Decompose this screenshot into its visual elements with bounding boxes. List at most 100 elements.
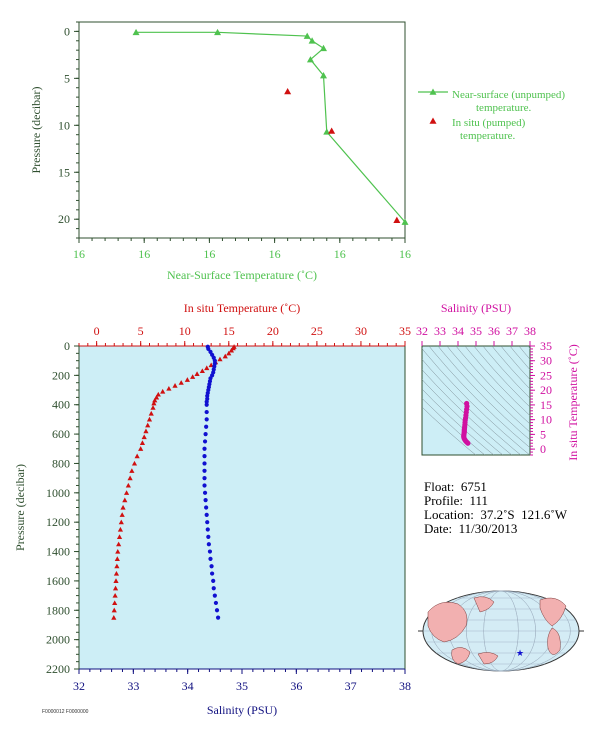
salinity-point (204, 512, 209, 517)
temperature-point (184, 377, 190, 382)
profile-y-axis-label: Pressure (decibar) (13, 464, 27, 551)
map-landmass (477, 652, 499, 665)
temperature-point (122, 497, 128, 503)
temperature-point (112, 600, 118, 606)
sal-tick-label: 36 (290, 679, 302, 693)
ts-contour (464, 346, 530, 417)
ts-contour (446, 346, 530, 433)
ts-temp-tick-label: 20 (540, 383, 552, 397)
ts-contour (518, 346, 530, 360)
date: Date: 11/30/2013 (424, 521, 518, 536)
temperature-point (172, 383, 178, 388)
sal-tick-label: 38 (399, 679, 411, 693)
in-situ-point (393, 216, 401, 223)
temperature-point (127, 475, 133, 481)
top-y-tick-label: 20 (58, 212, 70, 226)
temperature-point (114, 556, 120, 561)
pres-tick-label: 400 (52, 398, 70, 412)
ts-contour (422, 379, 504, 455)
ts-sal-tick-label: 38 (524, 324, 536, 338)
salinity-point (203, 431, 208, 437)
legend-near-surface-line1: Near-surface (unpumped) (452, 89, 566, 101)
sal-tick-label: 35 (236, 679, 248, 693)
pres-tick-label: 200 (52, 368, 70, 382)
salinity-point (204, 505, 209, 510)
profile-plot-background (79, 346, 405, 669)
ts-temp-tick-label: 0 (540, 442, 546, 456)
temperature-point (178, 380, 184, 385)
top-y-axis-label: Pressure (decibar) (29, 87, 43, 174)
near-surface-point (320, 72, 327, 79)
temperature-point (199, 368, 205, 374)
ts-contour (422, 388, 495, 455)
near-surface-point (132, 28, 140, 36)
ts-contour (473, 346, 530, 408)
map-landmass (539, 597, 567, 627)
temperature-point (113, 570, 120, 576)
temperature-point (222, 353, 228, 359)
pres-tick-label: 1400 (46, 545, 70, 559)
temperature-point (118, 519, 124, 525)
salinity-point (204, 402, 209, 407)
ts-sal-tick-label: 36 (488, 324, 500, 338)
ts-contour (422, 348, 530, 455)
legend-in-situ: In situ (pumped) temperature. (452, 117, 525, 143)
salinity-point (202, 476, 207, 481)
ts-top-axis-label: Salinity (PSU) (441, 301, 511, 315)
salinity-point (202, 483, 207, 488)
ts-plot-frame (421, 345, 531, 456)
temperature-point (125, 482, 131, 488)
salinity-point (212, 593, 217, 598)
temperature-point (138, 446, 144, 451)
temperature-point (112, 585, 119, 591)
salinity-point (202, 468, 207, 473)
temperature-point (119, 512, 125, 517)
top-y-tick-label: 5 (64, 71, 70, 85)
pres-tick-label: 2200 (46, 662, 70, 676)
ts-temp-tick-label: 35 (540, 339, 552, 353)
salinity-point (213, 600, 219, 606)
salinity-point (205, 393, 210, 399)
map-landmass (547, 627, 561, 655)
ts-right-axis-label: In situ Temperature (˚C) (566, 344, 580, 461)
map-landmass (427, 602, 468, 643)
temperature-point (148, 410, 154, 416)
ts-temp-tick-label: 5 (540, 427, 546, 441)
in-situ-point (284, 87, 292, 95)
pres-tick-label: 2000 (46, 633, 70, 647)
temperature-point (113, 578, 119, 583)
temp-tick-label: 10 (179, 324, 191, 338)
ts-temp-tick-label: 15 (540, 398, 552, 412)
in-situ-point (328, 127, 336, 134)
salinity-point (202, 439, 208, 444)
ts-point (465, 440, 471, 446)
near-surface-point (306, 56, 314, 63)
salinity-point (205, 520, 210, 525)
salinity-point (209, 564, 214, 569)
temperature-point (194, 371, 200, 376)
temperature-point (117, 526, 124, 532)
ts-contour (428, 346, 530, 449)
temperature-point (115, 548, 121, 554)
ts-sal-tick-label: 37 (506, 324, 518, 338)
salinity-point (204, 417, 209, 422)
temperature-point (153, 394, 160, 400)
top-plot-frame (78, 21, 406, 239)
ts-contour (482, 346, 530, 399)
profile-number: Profile: 111 (424, 493, 489, 508)
salinity-point (207, 549, 213, 554)
temperature-point (139, 440, 146, 445)
world-map: ★ (418, 590, 584, 672)
temperature-point (120, 504, 126, 510)
temperature-point (131, 460, 138, 466)
temperature-point (155, 391, 161, 397)
ts-contour (527, 346, 530, 349)
ts-contour (422, 406, 477, 455)
temperature-point (111, 615, 117, 620)
top-x-tick-label: 16 (334, 247, 346, 261)
sal-tick-label: 32 (73, 679, 85, 693)
map-landmass (473, 596, 495, 613)
pres-tick-label: 0 (64, 339, 70, 353)
temperature-point (114, 563, 120, 569)
ts-contour (422, 397, 486, 455)
